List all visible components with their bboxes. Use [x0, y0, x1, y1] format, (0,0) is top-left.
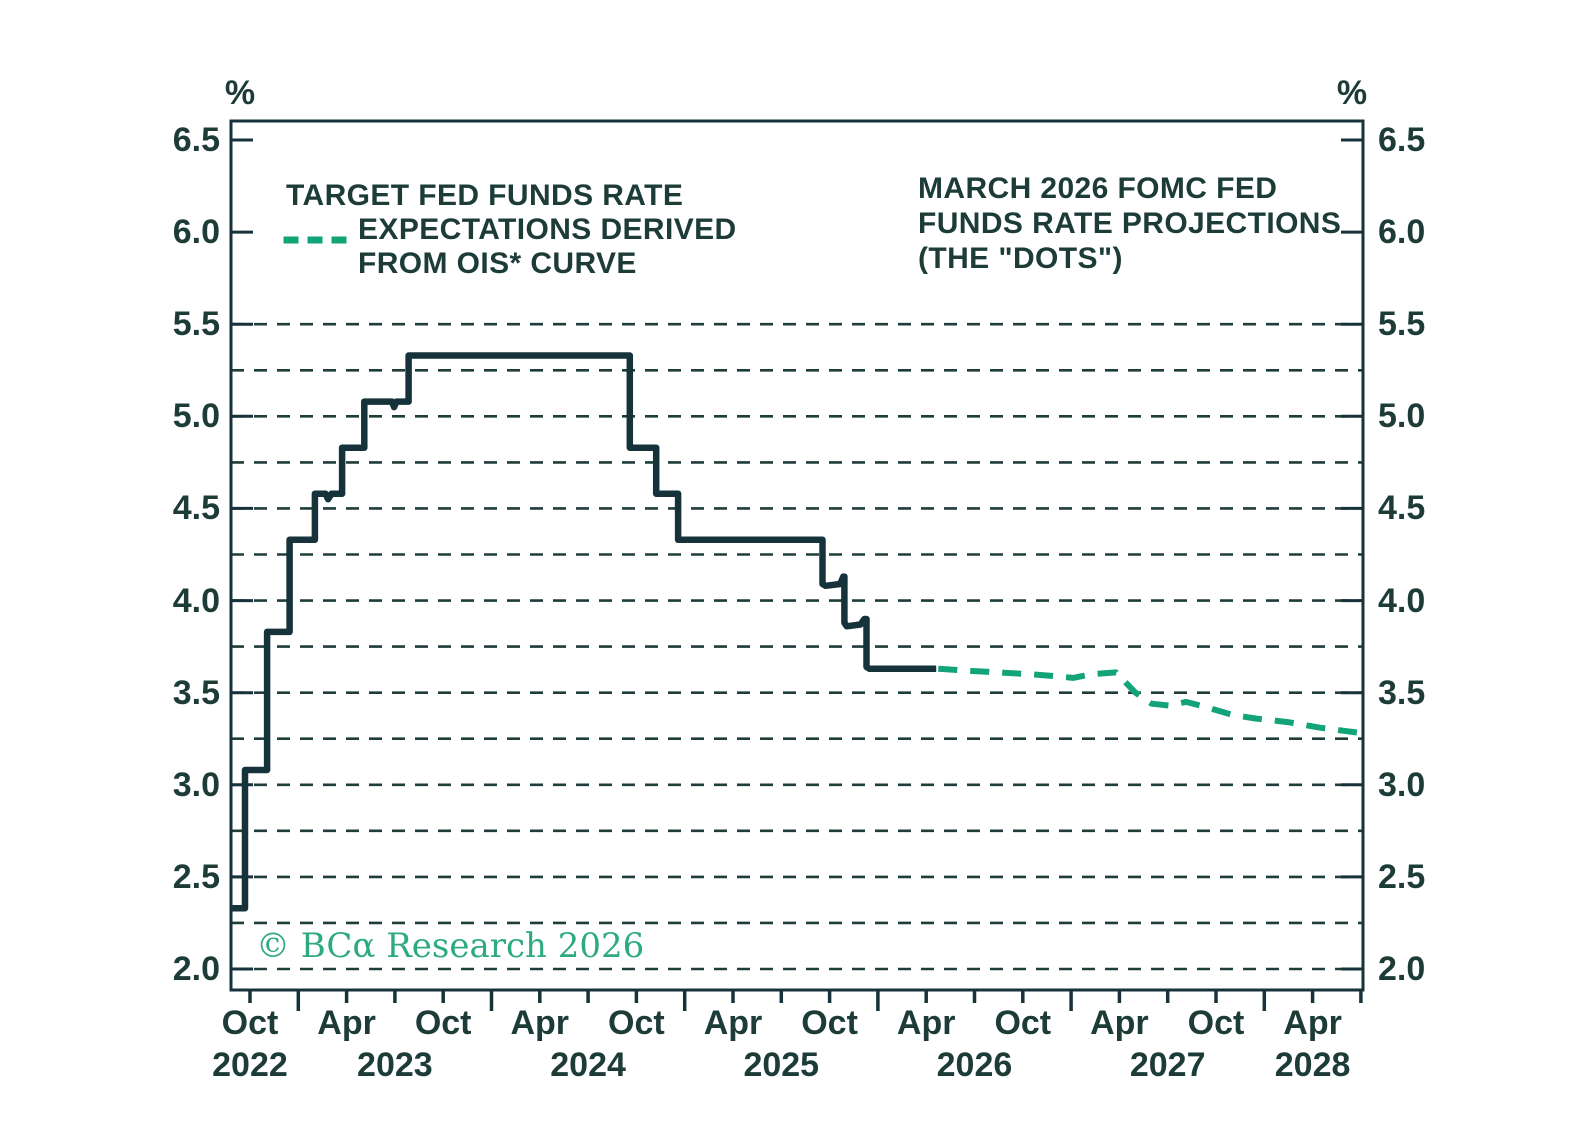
y-axis-label-right: 3.0	[1378, 765, 1426, 804]
copyright: © BCα Research 2026	[256, 926, 645, 966]
x-axis-month-label: Apr	[896, 1004, 956, 1042]
x-axis-month-label: Apr	[1090, 1004, 1149, 1042]
x-axis-year-label: 2024	[550, 1046, 626, 1084]
ois-dashed-line-sample	[283, 236, 347, 244]
y-axis-label-right: 2.5	[1378, 857, 1426, 896]
y-axis-label-left: 6.0	[172, 213, 220, 252]
series-target-fed-funds-rate	[231, 352, 937, 912]
y-axis-label-left: 3.0	[172, 765, 220, 804]
series-ois-expectations	[938, 665, 1363, 737]
x-axis-month-label: Oct	[414, 1004, 472, 1042]
right-percent-label: %	[1336, 74, 1368, 112]
y-axis-label-left: 4.5	[172, 489, 220, 528]
x-axis-month-label: Apr	[317, 1004, 376, 1042]
y-axis-label-right: 6.0	[1378, 213, 1426, 252]
y-axis-label-left: 3.5	[172, 673, 220, 712]
x-axis-month-label: Oct	[608, 1004, 665, 1042]
y-axis-label-left: 2.5	[172, 857, 220, 896]
legend-line-2: EXPECTATIONS DERIVED	[358, 213, 737, 246]
y-axis-label-left: 5.5	[172, 305, 220, 344]
y-axis-label-right: 6.5	[1378, 121, 1426, 159]
y-axis-label-right: 4.5	[1378, 489, 1426, 528]
annotation-line-2: FUNDS RATE PROJECTIONS	[918, 207, 1342, 240]
y-axis-label-left: 5.0	[172, 397, 220, 436]
x-axis-month-label: Apr	[703, 1004, 763, 1042]
y-axis-label-right: 5.5	[1378, 305, 1426, 344]
x-axis-month-label: Apr	[1283, 1004, 1342, 1042]
x-axis-year-label: 2023	[357, 1046, 433, 1084]
x-axis-month-label: Apr	[510, 1004, 570, 1042]
annotation-line-3: (THE "DOTS")	[918, 242, 1123, 275]
x-axis-month-label: Oct	[221, 1004, 279, 1042]
x-axis-year-label: 2025	[743, 1046, 820, 1084]
left-percent-label: %	[224, 74, 256, 112]
x-axis-year-label: 2028	[1274, 1046, 1351, 1084]
y-axis-label-right: 5.0	[1378, 397, 1426, 436]
x-axis-month-label: Oct	[1187, 1004, 1245, 1042]
legend-line-3: FROM OIS* CURVE	[358, 247, 637, 280]
x-axis-month-label: Oct	[994, 1004, 1052, 1042]
y-axis-label-right: 3.5	[1378, 673, 1426, 712]
y-axis-label-right: 2.0	[1378, 950, 1426, 988]
legend-line-1: TARGET FED FUNDS RATE	[286, 179, 684, 212]
x-axis-year-label: 2027	[1129, 1046, 1206, 1084]
annotation-line-1: MARCH 2026 FOMC FED	[918, 172, 1278, 205]
y-axis-label-left: 6.5	[172, 121, 220, 159]
x-axis-year-label: 2022	[212, 1046, 288, 1084]
plot-border	[229, 119, 1365, 992]
y-axis-label-left: 2.0	[172, 950, 220, 988]
x-axis-year-label: 2026	[936, 1046, 1013, 1084]
y-axis-label-left: 4.0	[172, 581, 220, 620]
x-axis-month-label: Oct	[801, 1004, 858, 1042]
y-axis-label-right: 4.0	[1378, 581, 1426, 620]
